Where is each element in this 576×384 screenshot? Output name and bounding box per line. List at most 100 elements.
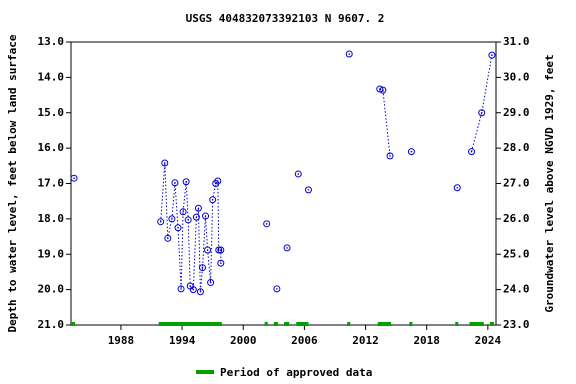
marker-dot xyxy=(159,220,162,223)
marker-dot xyxy=(167,237,169,240)
data-point xyxy=(164,234,172,242)
marker-ring xyxy=(177,285,185,293)
y2-tick-label: 31.0 xyxy=(503,35,530,48)
marker-ring xyxy=(184,216,192,224)
marker-ring xyxy=(204,246,212,254)
marker-ring xyxy=(407,148,415,156)
approved-period xyxy=(284,322,290,326)
x-tick-label: 2000 xyxy=(230,334,257,347)
data-point xyxy=(202,212,210,220)
marker-dot xyxy=(209,281,212,284)
y2-tick-label: 24.0 xyxy=(503,283,530,296)
marker-dot xyxy=(480,111,483,114)
data-point xyxy=(182,178,190,186)
marker-dot xyxy=(307,189,310,191)
data-point xyxy=(217,246,225,254)
series-line xyxy=(160,55,493,292)
approved-period xyxy=(489,322,494,326)
marker-dot xyxy=(182,211,184,213)
marker-ring xyxy=(209,196,217,204)
marker-dot xyxy=(456,186,459,189)
marker-dot xyxy=(187,219,190,221)
x-tick-label: 2012 xyxy=(352,334,379,347)
data-point xyxy=(294,170,302,178)
marker-ring xyxy=(379,86,387,94)
y2-tick-label: 27.0 xyxy=(503,177,530,190)
marker-ring xyxy=(194,204,202,212)
plot-frame xyxy=(70,41,497,326)
data-point xyxy=(488,51,496,59)
marker-ring xyxy=(345,50,353,58)
y-tick-label: 13.0 xyxy=(38,35,65,48)
data-point xyxy=(192,213,200,221)
chart-title: USGS 404832073392103 N 9607. 2 xyxy=(186,12,385,25)
data-point xyxy=(209,196,217,204)
data-point xyxy=(157,218,165,226)
x-tick-label: 1994 xyxy=(169,334,196,347)
approved-period xyxy=(377,322,392,326)
y-tick-label: 19.0 xyxy=(38,247,65,260)
marker-dot xyxy=(220,249,222,251)
data-point xyxy=(177,285,185,293)
approved-period xyxy=(347,322,351,326)
data-point xyxy=(161,159,169,167)
data-point xyxy=(198,264,206,272)
marker-dot xyxy=(382,89,384,91)
approved-period xyxy=(71,322,76,326)
data-point xyxy=(189,286,197,294)
marker-dot xyxy=(206,249,209,251)
marker-dot xyxy=(265,223,268,225)
marker-dot xyxy=(470,150,473,153)
legend-label: Period of approved data xyxy=(220,366,372,379)
marker-ring xyxy=(196,288,204,296)
marker-dot xyxy=(348,53,351,55)
y2-tick-label: 28.0 xyxy=(503,141,530,154)
marker-dot xyxy=(276,288,278,290)
y2-tick-label: 30.0 xyxy=(503,70,530,83)
marker-ring xyxy=(304,186,312,194)
approved-period xyxy=(273,322,278,326)
marker-ring xyxy=(217,259,225,267)
marker-dot xyxy=(195,216,198,218)
data-point xyxy=(263,220,271,228)
data-point xyxy=(184,216,192,224)
marker-dot xyxy=(220,262,222,264)
marker-ring xyxy=(189,286,197,294)
marker-dot xyxy=(389,155,391,157)
marker-dot xyxy=(216,180,219,182)
marker-ring xyxy=(179,208,187,216)
data-point xyxy=(174,224,182,232)
marker-ring xyxy=(214,177,222,185)
data-point xyxy=(215,246,223,254)
marker-dot xyxy=(189,285,192,287)
marker-dot xyxy=(199,290,202,293)
data-point xyxy=(273,285,281,293)
marker-dot xyxy=(297,173,300,175)
x-tick-label: 1988 xyxy=(108,334,135,347)
data-point xyxy=(179,208,187,216)
approved-period xyxy=(469,322,484,326)
data-point xyxy=(217,259,225,267)
data-point xyxy=(386,152,394,160)
marker-ring xyxy=(182,178,190,186)
data-point xyxy=(194,204,202,212)
data-point xyxy=(168,215,176,223)
data-point xyxy=(304,186,312,194)
approved-period xyxy=(409,322,413,326)
y-tick-label: 18.0 xyxy=(38,212,65,225)
data-point xyxy=(468,148,476,156)
marker-ring xyxy=(202,212,210,220)
x-tick-label: 2018 xyxy=(413,334,440,347)
x-tick-label: 2024 xyxy=(475,334,502,347)
y2-tick-label: 29.0 xyxy=(503,106,530,119)
marker-dot xyxy=(491,54,493,56)
marker-ring xyxy=(453,184,461,192)
marker-dot xyxy=(286,247,288,249)
marker-dot xyxy=(171,218,173,220)
marker-ring xyxy=(294,170,302,178)
marker-dot xyxy=(410,150,413,153)
approved-period xyxy=(158,322,222,326)
y2-tick-label: 23.0 xyxy=(503,318,530,331)
y-tick-label: 17.0 xyxy=(38,177,65,190)
